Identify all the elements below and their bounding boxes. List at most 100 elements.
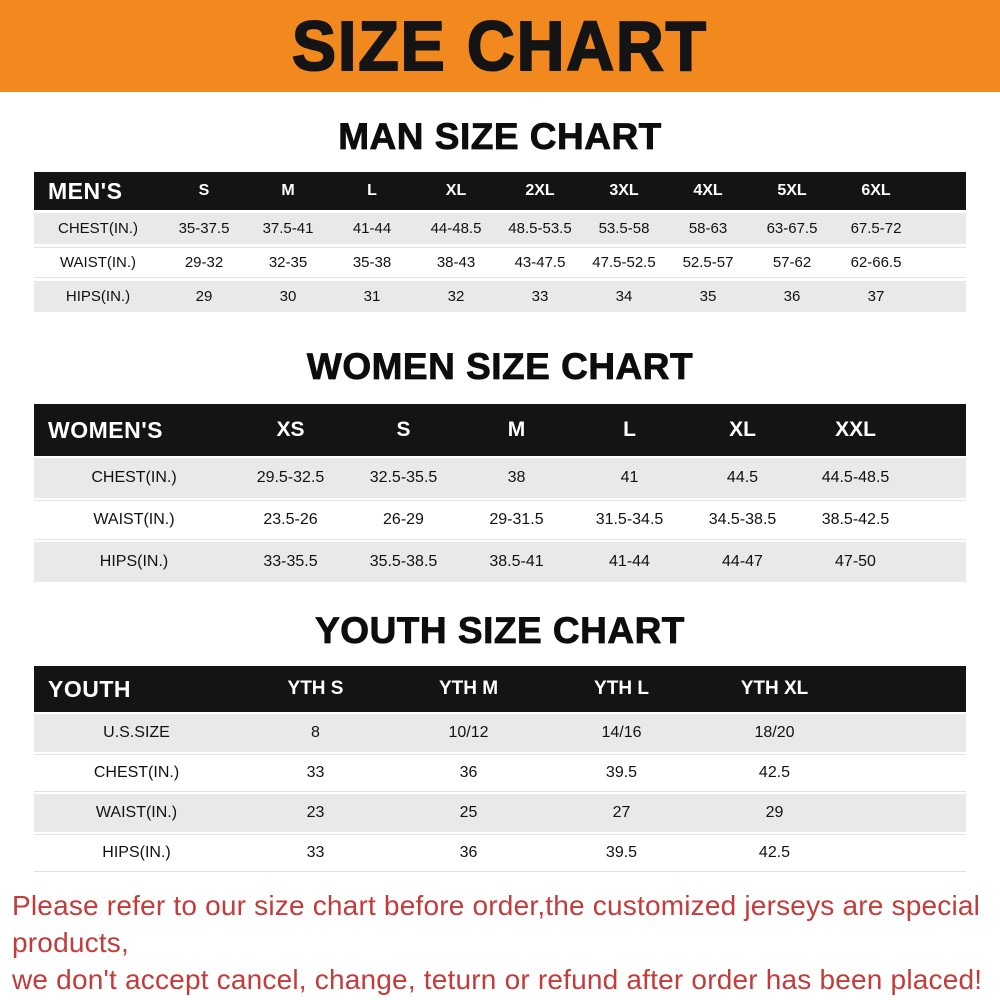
table-cell: 32.5-35.5	[369, 469, 438, 486]
table-row: CHEST(IN.) 35-37.5 37.5-41 41-44 44-48.5 48.5…	[34, 213, 966, 244]
table-cell: 53.5-58	[598, 220, 650, 237]
column-header: YTH S	[287, 678, 344, 699]
table-cell: 42.5	[758, 844, 791, 861]
table-cell: 35.5-38.5	[369, 553, 438, 570]
column-header: 5XL	[777, 182, 807, 199]
table-cell: 39.5	[605, 764, 638, 781]
column-header: S	[198, 182, 210, 199]
table-header-row: MEN'S S M L XL 2XL 3XL 4XL 5XL 6XL	[34, 172, 966, 210]
row-label: WAIST(IN.)	[95, 804, 178, 821]
size-chart-banner: SIZE CHART	[0, 0, 1000, 92]
row-label: HIPS(IN.)	[99, 553, 169, 570]
table-cell: 48.5-53.5	[508, 220, 572, 237]
table-cell: 25	[459, 804, 478, 821]
table-row: U.S.SIZE 8 10/12 14/16 18/20	[34, 714, 966, 752]
table-cell: 36	[459, 764, 478, 781]
table-row: HIPS(IN.) 29 30 31 32 33 34 35 36 37	[34, 281, 966, 312]
column-header: 4XL	[693, 182, 723, 199]
man-size-chart-heading: MAN SIZE CHART	[338, 116, 662, 158]
table-cell: 33	[306, 844, 325, 861]
table-cell: 62-66.5	[850, 254, 902, 271]
women-size-chart-heading: WOMEN SIZE CHART	[306, 346, 694, 388]
table-cell: 29	[765, 804, 784, 821]
table-cell: 26-29	[383, 511, 424, 528]
table-cell: 30	[279, 288, 297, 305]
table-cell: 29-32	[184, 254, 224, 271]
table-title-cell: YOUTH	[48, 675, 131, 702]
table-cell: 38.5-41	[489, 553, 544, 570]
table-row: CHEST(IN.) 33 36 39.5 42.5	[34, 754, 966, 792]
table-title-cell: WOMEN'S	[48, 416, 164, 443]
table-cell: 44.5-48.5	[821, 469, 890, 486]
column-header: S	[396, 418, 411, 441]
table-row: CHEST(IN.) 29.5-32.5 32.5-35.5 38 41 44.5 44.5…	[34, 458, 966, 498]
table-row: HIPS(IN.) 33-35.5 35.5-38.5 38.5-41 41-44 44-…	[34, 542, 966, 582]
table-cell: 47-50	[835, 553, 876, 570]
table-cell: 27	[612, 804, 631, 821]
column-header: 6XL	[861, 182, 891, 199]
column-header: YTH L	[594, 678, 649, 699]
column-header: M	[507, 418, 526, 441]
table-cell: 23	[306, 804, 325, 821]
table-header-row: YOUTH YTH S YTH M YTH L YTH XL	[34, 666, 966, 712]
table-cell: 38.5-42.5	[821, 511, 890, 528]
column-header: XS	[276, 418, 305, 441]
table-cell: 44.5	[726, 469, 759, 486]
table-cell: 35-37.5	[178, 220, 230, 237]
table-cell: 41-44	[352, 220, 392, 237]
table-row: HIPS(IN.) 33 36 39.5 42.5	[34, 834, 966, 872]
table-cell: 37.5-41	[262, 220, 314, 237]
row-label: WAIST(IN.)	[93, 511, 175, 528]
table-cell: 8	[311, 724, 320, 741]
table-cell: 36	[459, 844, 478, 861]
table-cell: 33	[306, 764, 325, 781]
table-cell: 35	[699, 288, 717, 305]
table-row: WAIST(IN.) 23.5-26 26-29 29-31.5 31.5-34.5 34…	[34, 500, 966, 540]
women-size-table: WOMEN'S XS S M L XL XXL CHEST(IN.) 29.5-32.5 32.5…	[34, 404, 966, 582]
table-cell: 37	[867, 288, 885, 305]
youth-size-chart-heading: YOUTH SIZE CHART	[315, 610, 685, 652]
table-cell: 44-47	[722, 553, 763, 570]
table-row: WAIST(IN.) 23 25 27 29	[34, 794, 966, 832]
table-cell: 10/12	[448, 724, 489, 741]
table-cell: 29	[195, 288, 213, 305]
table-cell: 29.5-32.5	[256, 469, 325, 486]
table-cell: 42.5	[758, 764, 791, 781]
table-cell: 23.5-26	[263, 511, 318, 528]
table-cell: 67.5-72	[850, 220, 902, 237]
men-size-table: MEN'S S M L XL 2XL 3XL 4XL 5XL 6XL CHEST(IN.) 35-37…	[34, 172, 966, 312]
table-cell: 63-67.5	[766, 220, 818, 237]
table-cell: 34.5-38.5	[708, 511, 777, 528]
column-header: YTH M	[438, 678, 499, 699]
table-cell: 52.5-57	[682, 254, 734, 271]
table-cell: 31	[363, 288, 381, 305]
disclaimer-line-1: Please refer to our size chart before or…	[12, 890, 981, 958]
table-cell: 38-43	[436, 254, 476, 271]
disclaimer-line-2: we don't accept cancel, change, teturn o…	[12, 963, 983, 995]
table-cell: 33	[531, 288, 549, 305]
table-cell: 33-35.5	[263, 553, 318, 570]
youth-size-table: YOUTH YTH S YTH M YTH L YTH XL U.S.SIZE 8 10/12…	[34, 666, 966, 872]
banner-title: SIZE CHART	[291, 6, 708, 86]
row-label: WAIST(IN.)	[59, 254, 137, 271]
column-header: YTH XL	[740, 678, 809, 699]
table-cell: 38	[507, 469, 526, 486]
row-label: CHEST(IN.)	[91, 469, 177, 486]
table-cell: 14/16	[601, 724, 642, 741]
table-cell: 41-44	[609, 553, 650, 570]
table-cell: 18/20	[754, 724, 795, 741]
table-cell: 32	[447, 288, 465, 305]
disclaimer: Please refer to our size chart before or…	[0, 888, 1000, 999]
table-row: WAIST(IN.) 29-32 32-35 35-38 38-43 43-47.5 47.…	[34, 247, 966, 278]
table-cell: 29-31.5	[489, 511, 544, 528]
row-label: U.S.SIZE	[103, 724, 170, 741]
table-cell: 36	[783, 288, 801, 305]
table-cell: 43-47.5	[514, 254, 566, 271]
column-header: 2XL	[525, 182, 555, 199]
column-header: XL	[445, 182, 467, 199]
table-header-row: WOMEN'S XS S M L XL XXL	[34, 404, 966, 456]
row-label: CHEST(IN.)	[58, 220, 138, 237]
table-cell: 32-35	[268, 254, 308, 271]
table-cell: 35-38	[352, 254, 392, 271]
row-label: HIPS(IN.)	[65, 288, 131, 305]
